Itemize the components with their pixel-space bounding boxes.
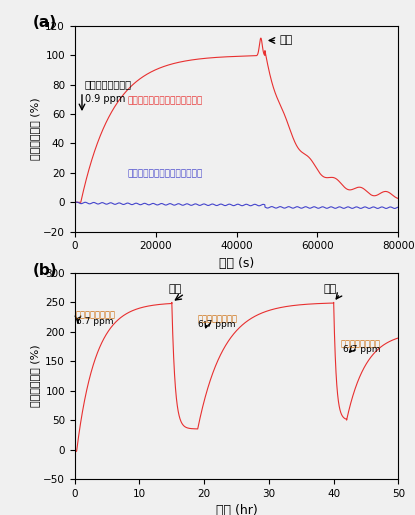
Text: 空気: 空気 (279, 36, 292, 45)
Text: ヒドロキシルアミン塩酸塩なし: ヒドロキシルアミン塩酸塩なし (127, 169, 203, 178)
Text: 空気: 空気 (168, 284, 182, 294)
X-axis label: 時間 (s): 時間 (s) (219, 257, 254, 270)
Text: ホルムアルデヒド: ホルムアルデヒド (76, 311, 116, 320)
Y-axis label: 導電性変化率 (%): 導電性変化率 (%) (30, 97, 40, 160)
Text: 空気: 空気 (324, 284, 337, 294)
Text: (a): (a) (33, 15, 57, 30)
Text: ホルムアルデヒド: ホルムアルデヒド (85, 79, 132, 90)
Text: ホルムアルデヒド: ホルムアルデヒド (198, 314, 238, 323)
Text: 6.7 ppm: 6.7 ppm (76, 317, 113, 325)
Text: ホルムアルデヒド: ホルムアルデヒド (340, 339, 380, 348)
Text: ヒドロキシルアミン塩酸塩あり: ヒドロキシルアミン塩酸塩あり (127, 97, 203, 106)
X-axis label: 時間 (hr): 時間 (hr) (216, 504, 257, 515)
Y-axis label: 導電性変化率 (%): 導電性変化率 (%) (30, 345, 40, 407)
Text: 6.7 ppm: 6.7 ppm (198, 320, 235, 329)
Text: 0.9 ppm: 0.9 ppm (85, 94, 125, 104)
Text: 6.7 ppm: 6.7 ppm (343, 345, 381, 354)
Text: (b): (b) (33, 263, 57, 278)
